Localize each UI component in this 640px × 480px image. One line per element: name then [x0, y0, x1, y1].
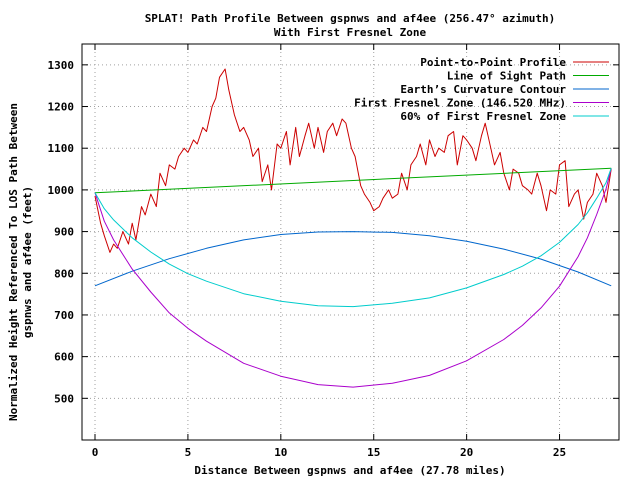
x-axis-label: Distance Between gspnws and af4ee (27.78… — [194, 464, 505, 477]
y-tick-label: 900 — [54, 226, 74, 239]
y-tick-label: 500 — [54, 392, 74, 405]
legend-item-earth-curvature: Earth’s Curvature Contour — [400, 83, 609, 96]
chart-subtitle: With First Fresnel Zone — [274, 26, 427, 39]
legend-label: First Fresnel Zone (146.520 MHz) — [354, 97, 566, 110]
y-tick-label: 1000 — [48, 184, 75, 197]
y-tick-label: 1300 — [48, 59, 75, 72]
plot-frame — [81, 43, 620, 441]
y-tick-label: 1200 — [48, 101, 75, 114]
x-tick-label: 20 — [460, 446, 473, 459]
tick-labels: 0 5 10 15 20 25 500 600 700 800 900 1000 1100 1200 130… — [48, 44, 619, 459]
x-tick-label: 25 — [553, 446, 566, 459]
legend-label: Earth’s Curvature Contour — [400, 83, 566, 96]
y-tick-label: 600 — [54, 351, 74, 364]
chart-title: SPLAT! Path Profile Between gspnws and a… — [145, 12, 556, 25]
y-tick-label: 700 — [54, 309, 74, 322]
fresnel-zone-line — [94, 168, 612, 388]
y-axis-label-line1: Normalized Height Referenced To LOS Path… — [7, 103, 20, 421]
earth-curvature-line — [94, 231, 612, 287]
axes — [81, 43, 620, 441]
y-tick-label: 1100 — [48, 142, 75, 155]
x-tick-label: 15 — [367, 446, 380, 459]
series-group — [94, 68, 612, 388]
x-tick-label: 10 — [274, 446, 287, 459]
line-of-sight-line — [94, 167, 612, 194]
legend-item-fresnel-60: 60% of First Fresnel Zone — [400, 110, 609, 123]
x-tick-label: 5 — [185, 446, 192, 459]
y-axis-label-line2: gspnws and af4ee (feet) — [21, 186, 34, 338]
fresnel-60-line — [94, 168, 612, 308]
x-tick-label: 0 — [92, 446, 99, 459]
legend-item-profile: Point-to-Point Profile — [420, 56, 609, 69]
legend-item-fresnel-zone: First Fresnel Zone (146.520 MHz) — [354, 97, 609, 110]
profile-line — [94, 68, 612, 253]
legend-item-line-of-sight: Line of Sight Path — [447, 70, 609, 83]
legend-label: Point-to-Point Profile — [420, 56, 566, 69]
y-tick-label: 800 — [54, 267, 74, 280]
legend-label: 60% of First Fresnel Zone — [400, 110, 566, 123]
legend-label: Line of Sight Path — [447, 70, 566, 83]
